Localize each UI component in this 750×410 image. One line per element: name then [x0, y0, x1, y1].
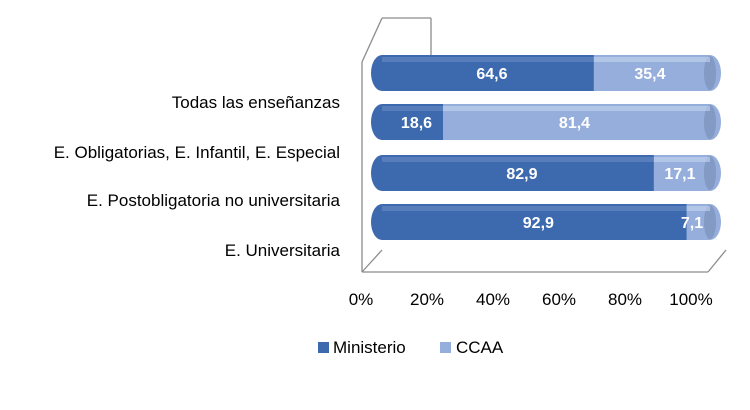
legend-item-ministerio: Ministerio	[318, 338, 406, 357]
bar-group-e-postobligatoria-no-universitaria: 82,9 17,1	[371, 155, 721, 191]
x-tick-label: 60%	[542, 290, 576, 309]
bar-group-todas-las-ensenanzas: 64,6 35,4	[371, 55, 721, 91]
data-label-ccaa: 35,4	[634, 66, 665, 83]
x-tick-label: 80%	[608, 290, 642, 309]
bar-highlight	[382, 206, 687, 211]
bar-segment-ministerio	[371, 204, 687, 240]
x-tick-label: 100%	[669, 290, 712, 309]
legend-label: CCAA	[456, 338, 504, 357]
bars-group: 64,6 35,4 18,6 81,4 82,9 17,1 92,9 7,1	[371, 55, 721, 240]
bar-segment-ministerio	[371, 55, 594, 91]
x-tick-label: 0%	[349, 290, 374, 309]
data-label-ministerio: 18,6	[401, 115, 432, 132]
legend: Ministerio CCAA	[318, 338, 504, 357]
bar-group-e-obligatorias-e-infantil-e-especial: 18,6 81,4	[371, 104, 721, 140]
bar-end-cap	[703, 205, 717, 239]
category-label-e-obligatorias-e-infantil-e-especial: E. Obligatorias, E. Infantil, E. Especia…	[54, 143, 340, 162]
data-label-ministerio: 82,9	[506, 166, 537, 183]
bar-group-e-universitaria: 92,9 7,1	[371, 204, 721, 240]
bar-end-cap	[703, 105, 717, 139]
data-label-ccaa: 17,1	[664, 166, 695, 183]
x-tick-label: 20%	[410, 290, 444, 309]
legend-label: Ministerio	[333, 338, 406, 357]
bar-highlight	[382, 157, 654, 162]
frame-top-diagonal	[361, 17, 383, 63]
data-label-ministerio: 92,9	[523, 215, 554, 232]
x-axis-ticks: 0% 20% 40% 60% 80% 100%	[349, 290, 713, 309]
data-label-ccaa: 81,4	[559, 115, 590, 132]
legend-swatch	[440, 342, 451, 353]
data-label-ministerio: 64,6	[476, 66, 507, 83]
legend-swatch	[318, 342, 329, 353]
frame-floor-right-diagonal	[707, 249, 727, 273]
x-tick-label: 40%	[476, 290, 510, 309]
category-label-e-postobligatoria-no-universitaria: E. Postobligatoria no universitaria	[87, 191, 341, 210]
bar-end-cap	[703, 156, 717, 190]
bar-highlight	[382, 106, 444, 111]
legend-item-ccaa: CCAA	[440, 338, 504, 357]
bar-highlight	[653, 157, 710, 162]
bar-highlight	[593, 57, 710, 62]
category-label-todas-las-ensenanzas: Todas las enseñanzas	[172, 93, 340, 112]
bar-highlight	[382, 57, 594, 62]
bar-highlight	[443, 106, 710, 111]
bar-segment-ministerio	[371, 155, 654, 191]
bar-segment-ministerio	[371, 104, 444, 140]
bar-end-cap	[703, 56, 717, 90]
category-labels: Todas las enseñanzas E. Obligatorias, E. …	[54, 93, 341, 260]
bar-segment-ccaa	[443, 104, 721, 140]
bar-highlight	[686, 206, 710, 211]
frame-floor-left-diagonal	[361, 249, 383, 273]
category-label-e-universitaria: E. Universitaria	[225, 241, 341, 260]
data-label-ccaa: 7,1	[681, 215, 703, 232]
bar-segment-ccaa	[653, 155, 721, 191]
chart-3d-frame	[361, 17, 727, 273]
bar-segment-ccaa	[593, 55, 721, 91]
